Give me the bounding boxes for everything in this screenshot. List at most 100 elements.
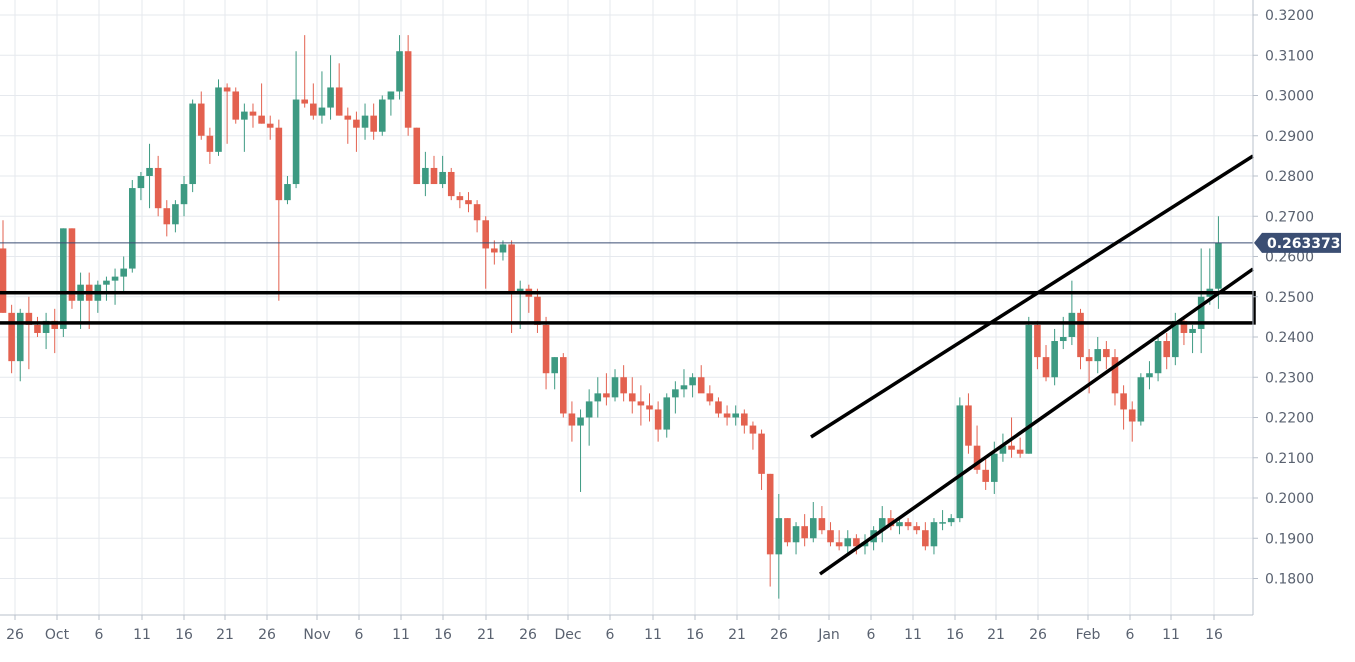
x-tick-label: 26	[6, 627, 24, 643]
candle-body	[1128, 409, 1136, 422]
candle-body	[1051, 341, 1058, 378]
candle	[42, 312, 50, 350]
candle	[913, 522, 921, 535]
candle-body	[1163, 341, 1170, 358]
y-tick-label: 0.3100	[1265, 48, 1314, 64]
candle-body	[310, 103, 317, 116]
candle	[628, 377, 636, 414]
candle	[534, 288, 541, 333]
candle-body	[646, 405, 653, 410]
candle-body	[241, 111, 248, 120]
y-tick-label: 0.2900	[1265, 129, 1314, 145]
y-tick-label: 0.2100	[1265, 451, 1314, 467]
candle	[456, 192, 464, 209]
candle	[930, 518, 938, 555]
x-tick-label: 21	[216, 627, 234, 643]
candle	[1094, 337, 1102, 374]
y-tick-label: 0.2700	[1265, 209, 1314, 225]
candle	[1042, 345, 1050, 382]
candle-body	[1197, 296, 1205, 329]
candle	[766, 473, 774, 587]
candle-body	[611, 377, 619, 398]
candle-body	[1059, 337, 1067, 342]
candle-body	[654, 409, 662, 430]
candle	[129, 180, 136, 273]
candle	[1016, 437, 1024, 458]
candle	[680, 369, 688, 398]
candle-body	[111, 276, 119, 281]
y-tick-label: 0.1800	[1265, 572, 1314, 588]
candle	[1154, 337, 1162, 382]
candle-body	[456, 196, 464, 201]
candle-body	[965, 405, 972, 446]
candle-body	[491, 248, 498, 253]
candle	[1111, 349, 1119, 406]
candle-body	[809, 518, 817, 539]
candle	[844, 530, 852, 555]
y-tick-label: 0.2600	[1265, 250, 1314, 266]
candle-body	[1068, 312, 1076, 337]
candle-body	[1085, 357, 1093, 362]
candle-body	[34, 324, 41, 333]
candle	[715, 397, 722, 418]
candle-body	[353, 119, 360, 128]
candle	[516, 280, 524, 329]
candle-body	[473, 204, 481, 221]
candle	[835, 530, 843, 551]
candle-body	[275, 127, 283, 201]
candle	[387, 91, 395, 116]
x-tick-label: 26	[1029, 627, 1047, 643]
x-tick-label: Feb	[1076, 627, 1101, 643]
candle	[723, 405, 731, 426]
x-tick-label: 21	[728, 627, 746, 643]
y-tick-label: 0.3200	[1265, 8, 1314, 24]
candle-body	[1103, 349, 1110, 358]
candle	[947, 514, 955, 527]
candle	[378, 95, 386, 136]
candle	[697, 365, 705, 394]
candle	[292, 51, 300, 189]
candle	[749, 421, 757, 450]
candle	[215, 79, 222, 156]
candle-body	[387, 91, 395, 100]
candle-body	[991, 453, 998, 482]
candle	[344, 107, 352, 144]
candle-body	[215, 87, 222, 152]
candle-body	[715, 401, 722, 414]
candle	[447, 167, 455, 201]
x-tick-label: 16	[1205, 627, 1223, 643]
candle-body	[766, 473, 774, 555]
y-tick-label: 0.3000	[1265, 89, 1314, 105]
candle	[775, 493, 783, 599]
candle-body	[103, 280, 110, 285]
candle-body	[42, 320, 50, 333]
candle	[939, 510, 946, 531]
candle	[404, 35, 412, 136]
candle-body	[180, 184, 188, 205]
candle-body	[844, 538, 852, 547]
channel-upper-trendline	[810, 154, 1254, 439]
candle-body	[516, 288, 524, 293]
candle-body	[232, 91, 240, 120]
candle	[241, 103, 248, 152]
candle-body	[689, 377, 696, 386]
candle-body	[904, 522, 912, 527]
candle	[654, 401, 662, 442]
candle-body	[1172, 320, 1179, 358]
candle-body	[663, 397, 671, 430]
candle-body	[413, 127, 421, 185]
candle	[1128, 401, 1136, 442]
y-tick-label: 0.2400	[1265, 330, 1314, 346]
candle-body	[8, 312, 15, 362]
candle-body	[284, 184, 291, 201]
candle	[818, 506, 826, 535]
candle-body	[508, 244, 515, 293]
candle-body	[801, 526, 808, 539]
candle	[542, 316, 550, 390]
candle-body	[206, 135, 214, 152]
x-tick-label: 21	[477, 627, 495, 643]
candle	[327, 55, 334, 120]
candle	[792, 522, 800, 555]
candle-body	[1094, 349, 1102, 362]
